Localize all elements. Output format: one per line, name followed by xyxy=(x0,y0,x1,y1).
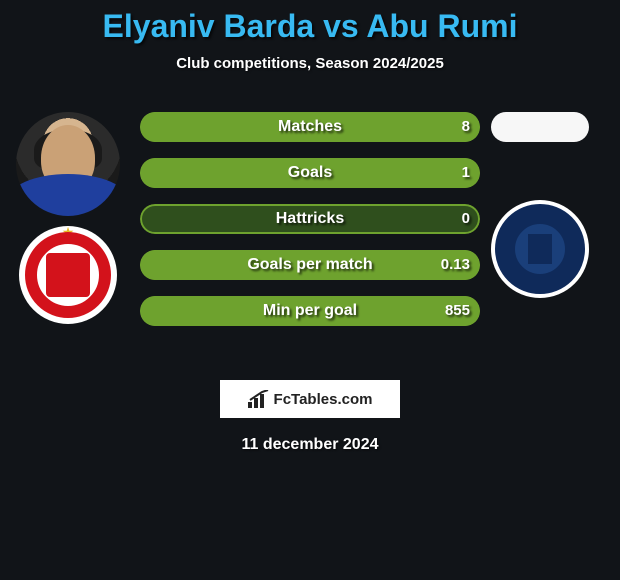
site-attribution: FcTables.com xyxy=(220,380,400,418)
stat-label: Goals per match xyxy=(140,250,480,280)
player-left-club-badge: ★ xyxy=(19,226,117,324)
site-label: FcTables.com xyxy=(274,391,373,408)
comparison-panel: ★ Matches8 Goals1 Hattricks0 Goals per matc… xyxy=(0,112,620,372)
player-right-club-badge xyxy=(491,200,589,298)
stat-row: Goals1 xyxy=(140,158,480,188)
left-player-column: ★ xyxy=(8,112,128,372)
stat-row: Min per goal855 xyxy=(140,296,480,326)
right-player-column xyxy=(480,112,600,372)
stat-row: Hattricks0 xyxy=(140,204,480,234)
subtitle: Club competitions, Season 2024/2025 xyxy=(0,55,620,72)
stats-list: Matches8Goals1Hattricks0Goals per match0… xyxy=(140,112,480,342)
stat-label: Min per goal xyxy=(140,296,480,326)
stat-row: Matches8 xyxy=(140,112,480,142)
stat-value-right: 8 xyxy=(462,112,470,142)
date-label: 11 december 2024 xyxy=(0,436,620,454)
stat-label: Hattricks xyxy=(140,204,480,234)
chart-icon xyxy=(248,390,270,408)
page-title: Elyaniv Barda vs Abu Rumi xyxy=(0,0,620,45)
stat-value-right: 0 xyxy=(462,204,470,234)
stat-label: Goals xyxy=(140,158,480,188)
stat-value-right: 0.13 xyxy=(441,250,470,280)
stat-value-right: 855 xyxy=(445,296,470,326)
stat-value-right: 1 xyxy=(462,158,470,188)
player-right-photo-placeholder xyxy=(491,112,589,142)
stat-label: Matches xyxy=(140,112,480,142)
player-left-photo xyxy=(16,112,120,216)
stat-row: Goals per match0.13 xyxy=(140,250,480,280)
